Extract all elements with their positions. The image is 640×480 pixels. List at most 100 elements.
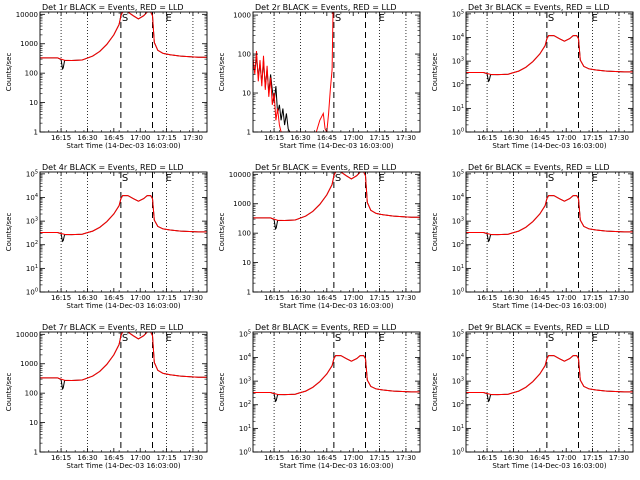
y-tick-label: 100: [25, 390, 38, 398]
x-tick-label: 16:45: [104, 294, 124, 302]
x-tick-label: 17:00: [556, 294, 576, 302]
x-tick-label: 16:15: [477, 294, 497, 302]
x-tick-label: 17:30: [396, 294, 416, 302]
series-group: [466, 355, 633, 403]
y-tick-label: 103: [452, 377, 464, 386]
x-tick-label: 17:15: [156, 454, 176, 462]
end-marker-label: E: [592, 173, 598, 184]
detector-panel-7: 1 10 100 1000 10000 16:15 16:30 16:45 17:00 17:15…: [5, 323, 208, 470]
x-tick-label: 16:45: [104, 454, 124, 462]
y-tick-label: 100: [26, 288, 38, 297]
x-tick-label: 17:15: [582, 134, 602, 142]
x-tick-label: 16:45: [317, 134, 337, 142]
series-line-lld: [40, 195, 207, 236]
series-group: [253, 172, 420, 231]
y-tick-label: 10: [29, 419, 38, 427]
y-tick-label: 100: [452, 288, 464, 297]
y-axis-label: Counts/sec: [5, 373, 13, 412]
detector-panel-1: 1 10 100 1000 10000 16:15 16:30 16:45 17:00 17:15…: [5, 3, 208, 150]
y-tick-label: 104: [26, 193, 38, 202]
y-tick-label: 1: [34, 449, 38, 457]
x-tick-label: 17:00: [556, 134, 576, 142]
x-tick-label: 16:45: [530, 294, 550, 302]
y-tick-label: 101: [452, 424, 464, 433]
x-tick-label: 17:30: [609, 454, 629, 462]
series-line-lld: [253, 172, 420, 222]
start-marker-label: S: [335, 333, 341, 344]
x-axis-label: Start Time (14-Dec-03 16:03:00): [279, 302, 393, 310]
series-line-lld: [40, 12, 207, 62]
x-axis-label: Start Time (14-Dec-03 16:03:00): [492, 302, 606, 310]
panel-title: Det 6r BLACK = Events, RED = LLD: [468, 163, 610, 172]
detector-panel-4: 100 101 102 103 104 105 16:15 16:30 16:45 17:00 17…: [5, 163, 208, 310]
series-group: [40, 12, 207, 71]
x-tick-label: 16:15: [477, 454, 497, 462]
x-tick-label: 16:30: [77, 134, 97, 142]
detector-panel-2: 1 10 100 1000 16:15 16:30 16:45 17:00 17:15 17:30…: [218, 3, 421, 150]
detector-panel-6: 100 101 102 103 104 105 16:15 16:30 16:45 17:00 17…: [431, 163, 634, 310]
y-tick-label: 105: [452, 9, 464, 18]
y-tick-label: 1: [247, 289, 251, 297]
y-tick-label: 101: [452, 264, 464, 273]
y-tick-label: 105: [452, 329, 464, 338]
x-tick-label: 17:00: [343, 454, 363, 462]
x-tick-label: 16:30: [77, 294, 97, 302]
x-tick-label: 16:45: [104, 134, 124, 142]
plot-frame: [39, 331, 208, 453]
x-tick-label: 16:15: [51, 454, 71, 462]
x-tick-label: 16:30: [290, 134, 310, 142]
series-group: [40, 195, 207, 243]
x-tick-label: 17:30: [396, 134, 416, 142]
plot-frame: [465, 331, 634, 453]
end-marker-label: E: [592, 333, 598, 344]
x-tick-label: 17:15: [369, 294, 389, 302]
panel-title: Det 5r BLACK = Events, RED = LLD: [255, 163, 397, 172]
y-tick-label: 104: [239, 353, 251, 362]
y-tick-label: 103: [452, 57, 464, 66]
end-marker-label: E: [379, 333, 385, 344]
y-axis-label: Counts/sec: [218, 373, 226, 412]
start-marker-label: S: [122, 173, 128, 184]
x-tick-label: 17:00: [130, 134, 150, 142]
y-axis-label: Counts/sec: [431, 213, 439, 252]
end-marker-label: E: [166, 13, 172, 24]
panel-title: Det 9r BLACK = Events, RED = LLD: [468, 323, 610, 332]
x-axis-label: Start Time (14-Dec-03 16:03:00): [492, 462, 606, 470]
plot-frame: [252, 11, 421, 133]
series-line-lld: [466, 355, 633, 396]
start-marker-label: S: [548, 13, 554, 24]
x-tick-label: 17:00: [556, 454, 576, 462]
x-tick-label: 17:00: [343, 294, 363, 302]
series-line-lld: [253, 355, 420, 396]
panel-title: Det 8r BLACK = Events, RED = LLD: [255, 323, 397, 332]
y-tick-label: 102: [452, 400, 464, 409]
series-group: [253, 12, 334, 132]
series-line-lld: [253, 12, 334, 132]
x-axis-label: Start Time (14-Dec-03 16:03:00): [66, 462, 180, 470]
panel-title: Det 1r BLACK = Events, RED = LLD: [42, 3, 184, 12]
x-tick-label: 17:15: [369, 134, 389, 142]
x-tick-label: 16:15: [264, 454, 284, 462]
y-tick-label: 1000: [20, 40, 38, 48]
panel-title: Det 2r BLACK = Events, RED = LLD: [255, 3, 397, 12]
y-tick-label: 101: [452, 104, 464, 113]
detector-panel-5: 1 10 100 1000 10000 16:15 16:30 16:45 17:00 17:15…: [218, 163, 421, 310]
x-tick-label: 16:45: [530, 134, 550, 142]
y-tick-label: 103: [452, 217, 464, 226]
y-tick-label: 104: [452, 353, 464, 362]
y-tick-label: 1000: [233, 12, 251, 20]
x-tick-label: 17:00: [130, 294, 150, 302]
end-marker-label: E: [379, 13, 385, 24]
x-tick-label: 17:00: [343, 134, 363, 142]
series-line-lld: [40, 332, 207, 382]
series-group: [253, 355, 420, 403]
y-tick-label: 100: [239, 448, 251, 457]
x-tick-label: 17:30: [183, 454, 203, 462]
y-tick-label: 103: [26, 217, 38, 226]
y-tick-label: 103: [239, 377, 251, 386]
x-tick-label: 17:15: [369, 454, 389, 462]
x-axis-label: Start Time (14-Dec-03 16:03:00): [492, 142, 606, 150]
y-tick-label: 10000: [229, 171, 251, 179]
start-marker-label: S: [335, 13, 341, 24]
y-tick-label: 1: [247, 129, 251, 137]
